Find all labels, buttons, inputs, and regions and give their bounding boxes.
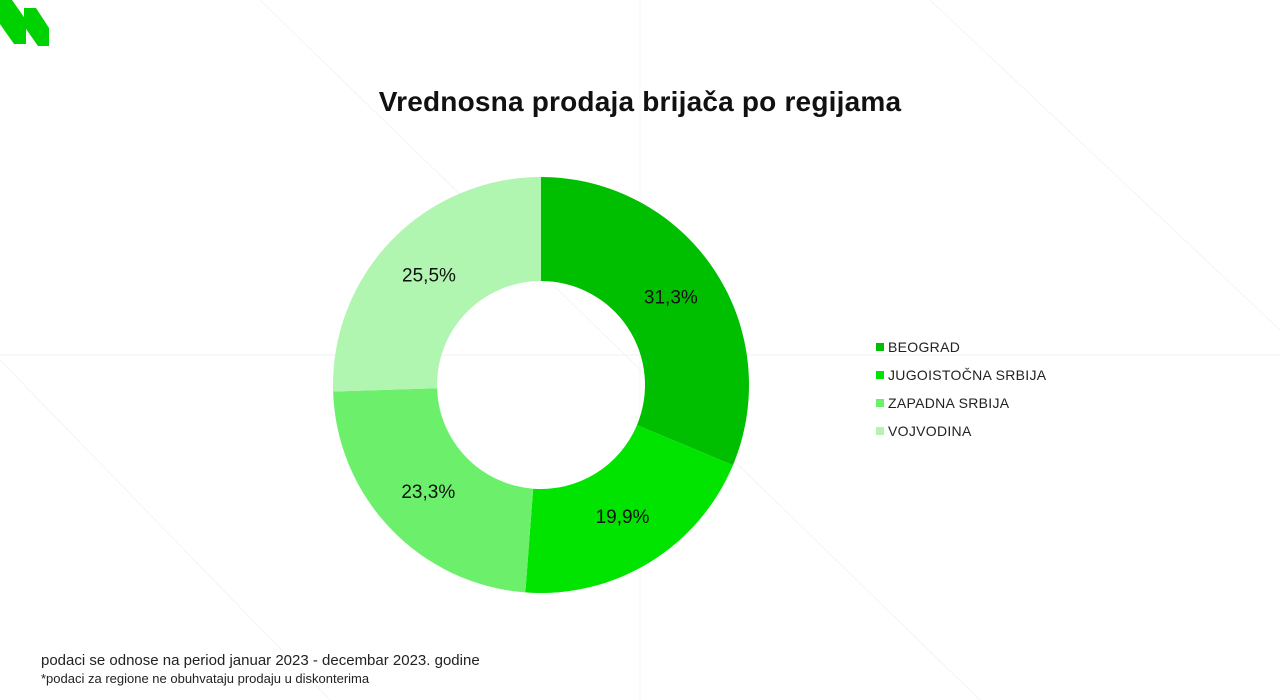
legend-swatch <box>876 427 884 435</box>
slice-jugoistočna-srbija <box>525 425 733 594</box>
slice-value-label: 31,3% <box>644 288 698 309</box>
period-footnote: podaci se odnose na period januar 2023 -… <box>41 652 480 669</box>
legend-item: JUGOISTOČNA SRBIJA <box>876 361 1046 389</box>
slice-zapadna-srbija <box>333 388 534 593</box>
slice-value-label: 19,9% <box>596 507 650 528</box>
legend-item: VOJVODINA <box>876 417 1046 445</box>
discount-footnote: *podaci za regione ne obuhvataju prodaju… <box>41 671 370 686</box>
brand-logo-icon <box>0 0 49 46</box>
chart-title: Vrednosna prodaja brijača po regijama <box>378 86 902 117</box>
legend-label: VOJVODINA <box>888 423 972 439</box>
legend-swatch <box>876 399 884 407</box>
chart-legend: BEOGRAD JUGOISTOČNA SRBIJA ZAPADNA SRBIJA V… <box>876 333 1046 445</box>
legend-label: JUGOISTOČNA SRBIJA <box>888 367 1047 383</box>
slice-vojvodina <box>333 177 541 392</box>
legend-swatch <box>876 343 884 351</box>
legend-item: ZAPADNA SRBIJA <box>876 389 1046 417</box>
slice-value-label: 25,5% <box>402 265 456 286</box>
legend-item: BEOGRAD <box>876 333 1046 361</box>
legend-swatch <box>876 371 884 379</box>
legend-label: BEOGRAD <box>888 339 961 355</box>
slice-value-label: 23,3% <box>401 482 455 503</box>
legend-label: ZAPADNA SRBIJA <box>888 395 1010 411</box>
slice-beograd <box>541 177 750 466</box>
